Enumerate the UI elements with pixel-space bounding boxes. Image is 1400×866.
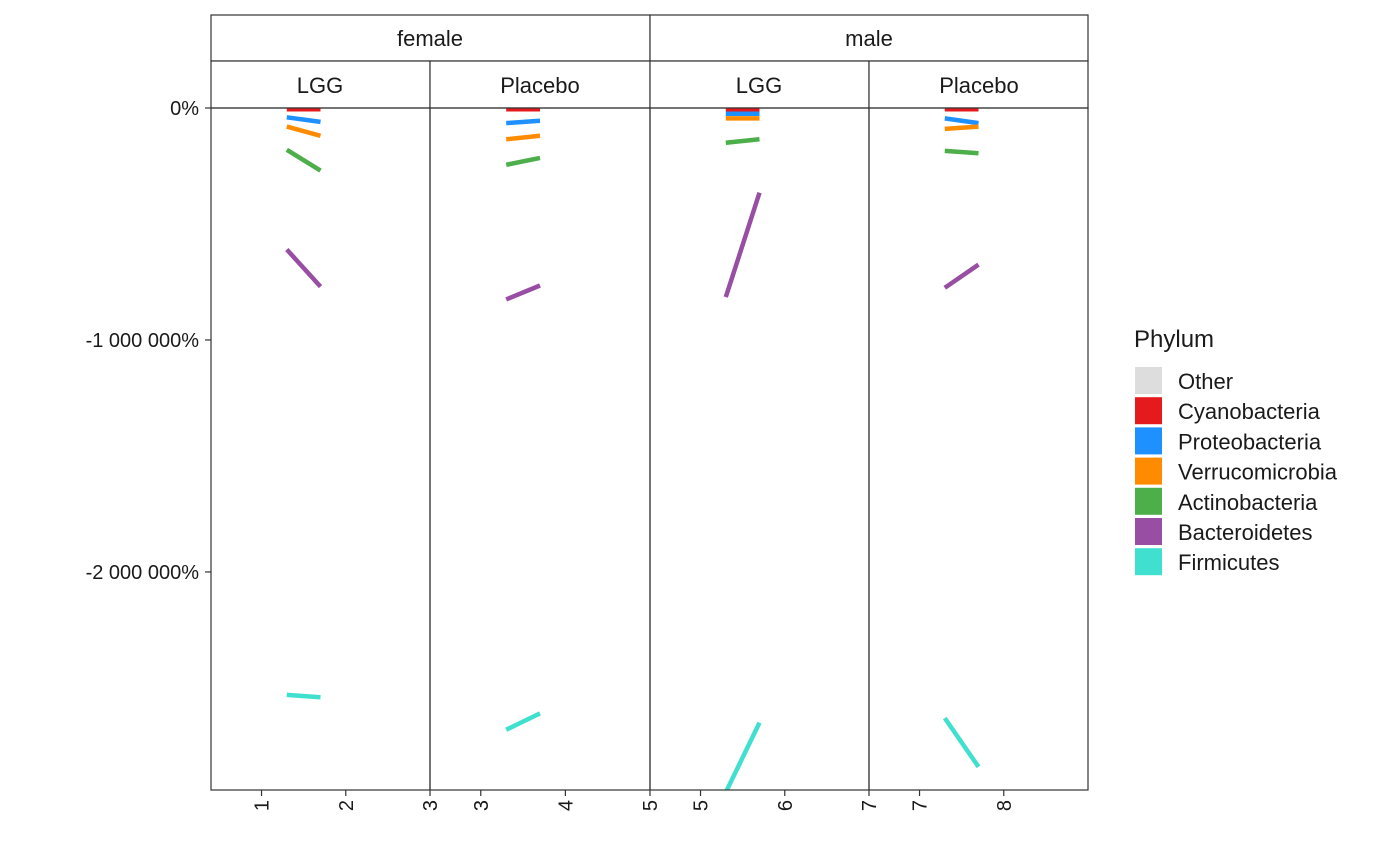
legend-label: Firmicutes	[1178, 550, 1279, 575]
strip-label-male-placebo: Placebo	[939, 73, 1019, 98]
panel-area	[210, 107, 1089, 791]
legend-label: Other	[1178, 369, 1233, 394]
strip-label-female-lgg: LGG	[297, 73, 343, 98]
x-axes: 1 2 3 3 4 5 5 6 7 7 8	[252, 790, 1016, 811]
legend: Phylum Other Cyanobacteria Proteobacteria Ve…	[1134, 326, 1338, 576]
panel-male-lgg	[649, 107, 870, 791]
legend-label: Bacteroidetes	[1178, 520, 1313, 545]
x-tick-label: 2	[336, 800, 358, 811]
x-tick-label: 1	[252, 800, 274, 811]
strip-female-lgg	[210, 60, 431, 109]
legend-title: Phylum	[1134, 326, 1214, 353]
facet-strip-top: female male	[210, 14, 1089, 62]
x-tick-label: 5	[691, 800, 713, 811]
panel-series-male-placebo	[942, 108, 981, 769]
y-tick-label: 0%	[170, 98, 199, 120]
panel-series-female-lgg	[285, 108, 323, 700]
strip-female	[210, 14, 651, 62]
legend-swatch	[1135, 367, 1162, 394]
x-tick-label: 5	[640, 800, 662, 811]
series-line-verrucomicrobia	[286, 124, 322, 138]
x-tick-label: 8	[994, 800, 1016, 811]
series-line-firmicutes	[942, 716, 981, 769]
panel-male-placebo	[868, 107, 1089, 791]
strip-label-male-lgg: LGG	[736, 73, 782, 98]
y-axis: 0% -1 000 000% -2 000 000%	[86, 98, 211, 584]
strip-label-male: male	[845, 26, 893, 51]
series-line-actinobacteria	[505, 155, 541, 168]
panel-series-female-placebo	[505, 108, 541, 732]
legend-label: Cyanobacteria	[1178, 399, 1321, 424]
legend-item-bacteroidetes: Bacteroidetes	[1135, 518, 1313, 545]
series-line-proteobacteria	[944, 116, 979, 126]
series-line-bacteroidetes	[505, 283, 541, 302]
legend-label: Actinobacteria	[1178, 490, 1318, 515]
series-line-proteobacteria	[286, 115, 321, 125]
legend-swatch	[1135, 397, 1162, 425]
series-line-firmicutes	[505, 711, 541, 732]
series-line-firmicutes	[724, 721, 762, 790]
series-line-verrucomicrobia	[505, 133, 541, 142]
series-line-bacteroidetes	[943, 262, 980, 290]
series-line-bacteroidetes	[285, 247, 323, 289]
series-line-firmicutes	[286, 692, 321, 700]
x-tick-label: 4	[555, 800, 577, 811]
legend-label: Proteobacteria	[1178, 429, 1322, 454]
x-tick-label: 7	[859, 800, 881, 811]
strip-label-female-placebo: Placebo	[500, 73, 580, 98]
facet-strip-sub: LGG Placebo LGG Placebo	[210, 60, 1089, 109]
strip-label-female: female	[397, 26, 463, 51]
y-tick-label: -2 000 000%	[86, 562, 200, 584]
x-tick-label: 3	[420, 800, 442, 811]
legend-item-firmicutes: Firmicutes	[1135, 548, 1279, 576]
legend-swatch	[1135, 457, 1162, 485]
y-tick-label: -1 000 000%	[86, 330, 200, 352]
legend-item-proteobacteria: Proteobacteria	[1135, 427, 1322, 455]
legend-item-verrucomicrobia: Verrucomicrobia	[1135, 457, 1338, 485]
x-tick-label: 7	[910, 800, 932, 811]
legend-item-actinobacteria: Actinobacteria	[1135, 487, 1318, 515]
legend-swatch	[1135, 548, 1162, 576]
strip-male	[649, 14, 1089, 62]
series-line-actinobacteria	[944, 148, 979, 156]
legend-swatch	[1135, 427, 1162, 455]
legend-swatch	[1135, 487, 1162, 515]
legend-item-other: Other	[1135, 367, 1233, 394]
series-line-actinobacteria	[725, 137, 760, 146]
panel-border-male-placebo	[868, 107, 1089, 791]
series-line-actinobacteria	[285, 147, 322, 173]
legend-item-cyanobacteria: Cyanobacteria	[1135, 397, 1321, 425]
x-tick-label: 6	[775, 800, 797, 811]
x-tick-label: 3	[471, 800, 493, 811]
legend-label: Verrucomicrobia	[1178, 460, 1338, 485]
legend-swatch	[1135, 518, 1162, 545]
panel-series-male-lgg	[723, 108, 762, 790]
series-line-proteobacteria	[506, 118, 541, 126]
series-line-verrucomicrobia	[944, 124, 979, 132]
series-line-bacteroidetes	[723, 192, 762, 298]
